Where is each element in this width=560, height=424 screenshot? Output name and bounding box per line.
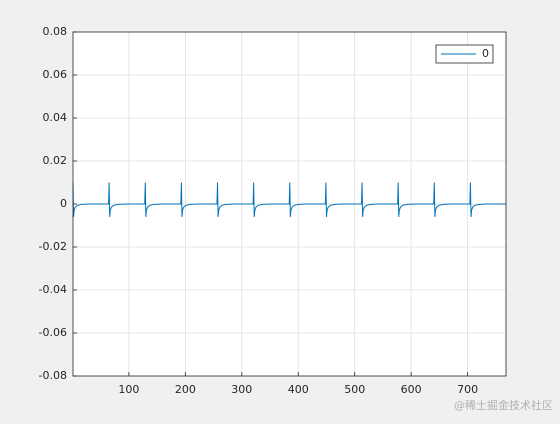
x-tick-label: 400 [288,383,309,396]
legend-label: 0 [482,47,489,60]
y-tick-label: 0.02 [43,154,68,167]
x-tick-label: 100 [118,383,139,396]
x-tick-label: 200 [175,383,196,396]
y-tick-label: -0.08 [39,369,67,382]
y-tick-label: 0 [60,197,67,210]
x-tick-label: 700 [457,383,478,396]
y-tick-label: -0.02 [39,240,67,253]
x-tick-label: 300 [231,383,252,396]
data-line [72,182,506,217]
y-tick-label: 0.08 [43,25,68,38]
y-tick-label: -0.06 [39,326,67,339]
x-tick-label: 500 [344,383,365,396]
y-tick-label: 0.06 [43,68,68,81]
watermark: @稀土掘金技术社区 [454,398,553,412]
y-tick-label: -0.04 [39,283,67,296]
x-tick-label: 600 [401,383,422,396]
y-tick-label: 0.04 [43,111,68,124]
